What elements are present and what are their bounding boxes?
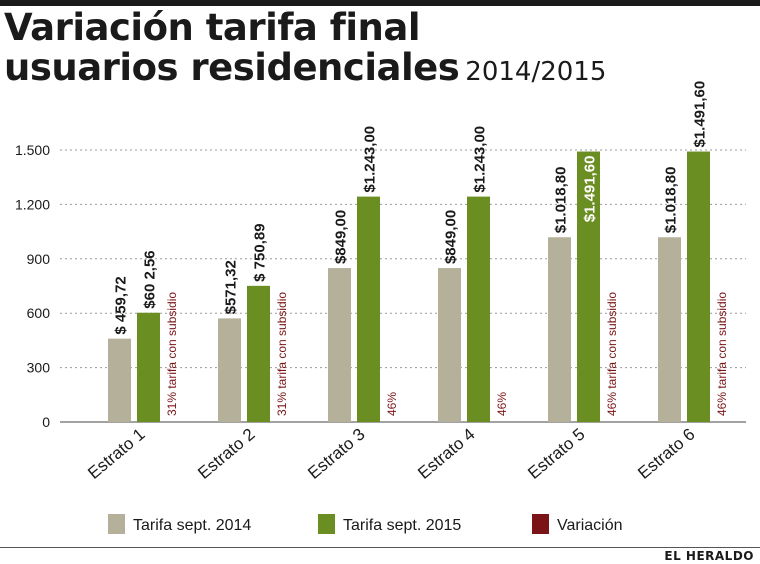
variacion-label: 46% xyxy=(385,392,399,416)
bar-2014 xyxy=(108,338,131,422)
data-label-2015: $ 750,89 xyxy=(252,223,269,281)
source-credit: EL HERALDO xyxy=(664,549,754,563)
data-label-2015: $1.243,00 xyxy=(362,126,379,193)
bar-2014 xyxy=(328,268,351,422)
y-tick-label: 300 xyxy=(27,360,51,376)
data-label-2014: $571,32 xyxy=(223,260,240,314)
data-label-2015: $1.491,60 xyxy=(692,81,709,148)
variacion-label: 31% tarifa con subsidio xyxy=(275,292,289,416)
x-tick-label: Estrato 5 xyxy=(524,425,588,483)
legend-label: Tarifa sept. 2014 xyxy=(133,517,251,534)
y-tick-label: 0 xyxy=(42,414,50,430)
bar-2014 xyxy=(438,268,461,422)
chart-subtitle: 2014/2015 xyxy=(465,57,607,87)
bottom-rule xyxy=(0,547,760,548)
data-label-2014: $849,00 xyxy=(333,210,350,264)
bar-2015 xyxy=(247,285,270,422)
bar-2015 xyxy=(137,312,160,422)
variacion-label: 46% tarifa con subsidio xyxy=(715,292,729,416)
data-label-2014: $849,00 xyxy=(443,210,460,264)
x-tick-label: Estrato 1 xyxy=(84,425,148,483)
bar-2015 xyxy=(467,196,490,422)
variacion-label: 46% xyxy=(495,392,509,416)
variacion-label: 31% tarifa con subsidio xyxy=(165,292,179,416)
legend-swatch xyxy=(532,514,549,534)
title-line-2: usuarios residenciales xyxy=(4,46,460,89)
y-tick-label: 900 xyxy=(27,251,51,267)
data-label-2014: $ 459,72 xyxy=(113,276,130,334)
x-tick-label: Estrato 6 xyxy=(634,425,698,483)
variacion-label: 46% tarifa con subsidio xyxy=(605,292,619,416)
legend-label: Variación xyxy=(557,517,623,534)
y-tick-label: 600 xyxy=(27,305,51,321)
data-label-2014: $1.018,80 xyxy=(663,167,680,234)
data-label-2015: $1.243,00 xyxy=(472,126,489,193)
bar-2014 xyxy=(658,237,681,422)
legend-swatch xyxy=(108,514,125,534)
chart-title: Variación tarifa final usuarios residenc… xyxy=(4,8,606,92)
bar-2015 xyxy=(577,151,600,422)
legend-swatch xyxy=(318,514,335,534)
legend-label: Tarifa sept. 2015 xyxy=(343,517,461,534)
bar-2015 xyxy=(687,151,710,422)
title-line-1: Variación tarifa final xyxy=(4,6,421,49)
bar-2014 xyxy=(548,237,571,422)
y-tick-label: 1.500 xyxy=(15,142,50,158)
x-tick-label: Estrato 4 xyxy=(414,425,478,483)
top-rule xyxy=(0,0,760,6)
data-label-2014: $1.018,80 xyxy=(553,167,570,234)
data-label-2015: $1.491,60 xyxy=(582,156,599,223)
y-tick-label: 1.200 xyxy=(15,196,50,212)
x-tick-label: Estrato 3 xyxy=(304,425,368,483)
data-label-2015: $60 2,56 xyxy=(142,250,159,308)
bar-chart: 0 300 600 900 1.200 1.500 $ 459,72 $60 2,56 31% … xyxy=(15,81,746,534)
bar-2014 xyxy=(218,318,241,422)
bar-2015 xyxy=(357,196,380,422)
x-tick-label: Estrato 2 xyxy=(194,425,258,483)
